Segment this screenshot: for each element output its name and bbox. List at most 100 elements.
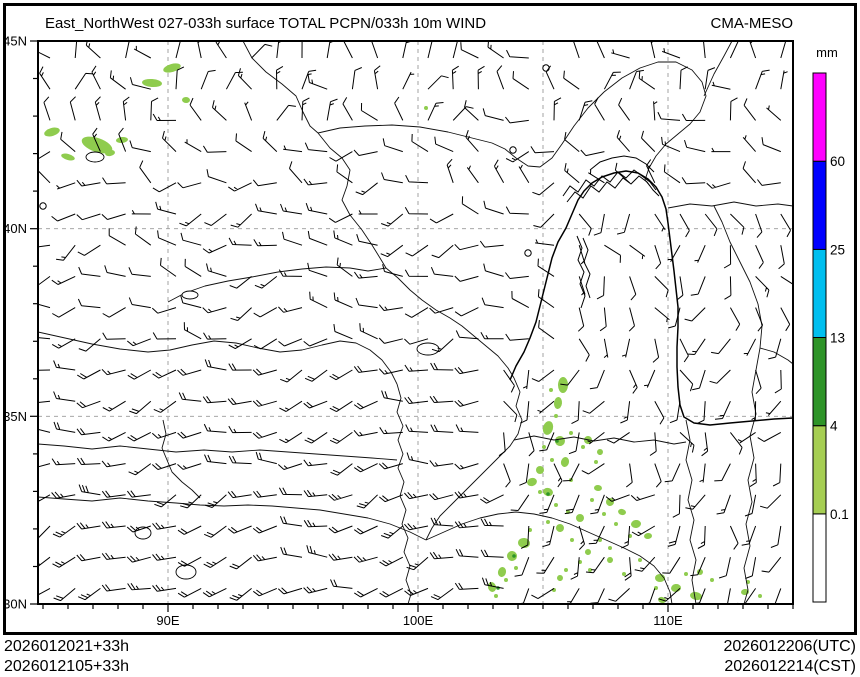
province-boundary: [317, 132, 387, 269]
colorbar-segment: [812, 513, 827, 603]
precip-dot: [608, 546, 612, 550]
precip-patch: [556, 524, 564, 532]
precip-dot: [622, 572, 626, 576]
precip-patch: [606, 498, 614, 506]
colorbar-unit-label: mm: [816, 45, 838, 60]
precip-patch: [557, 377, 569, 393]
precip-dot: [590, 498, 594, 502]
province-boundary: [713, 205, 793, 365]
lake-outline: [181, 290, 199, 300]
precip-dot: [598, 538, 602, 542]
province-boundary: [743, 347, 761, 604]
precip-patch: [182, 96, 190, 104]
precip-patch: [527, 477, 537, 487]
precip-patch: [671, 583, 681, 593]
precip-dot: [570, 538, 574, 542]
precip-patch: [142, 78, 162, 88]
precip-dot: [538, 490, 542, 494]
colorbar-tick-label: 4: [830, 419, 838, 434]
lat-axis-label: 40N: [3, 221, 27, 236]
province-boundary: [38, 331, 398, 385]
precip-patch: [116, 136, 128, 144]
init-time-line-1: 2026012021+33h: [4, 638, 129, 655]
precip-patch: [542, 421, 554, 435]
precip-patch: [644, 532, 652, 540]
precip-patch: [690, 591, 702, 601]
province-boundary: [539, 61, 707, 187]
colorbar-tick-label: 0.1: [830, 507, 849, 522]
precip-patch: [497, 567, 507, 577]
province-boundary: [38, 443, 398, 461]
precip-patch: [543, 487, 553, 497]
province-boundary: [425, 511, 673, 604]
valid-time-cst: 2026012214(CST): [724, 658, 856, 675]
precip-patch: [163, 63, 181, 73]
precip-dot: [549, 388, 553, 392]
wind-barb-layer: [38, 41, 793, 604]
precip-patch: [553, 397, 563, 409]
precip-dot: [594, 460, 598, 464]
calm-wind-circle: [509, 146, 517, 154]
precip-dot: [546, 520, 550, 524]
outer-frame: [3, 3, 857, 635]
precip-patch: [507, 551, 517, 561]
precip-dot: [514, 566, 518, 570]
precip-dot: [638, 558, 642, 562]
precip-patch: [424, 106, 428, 110]
calm-wind-circle: [524, 249, 532, 257]
precip-patch: [585, 549, 591, 555]
lake-outline: [175, 564, 197, 580]
province-boundary: [385, 267, 515, 379]
lake-outline: [416, 342, 440, 356]
precip-heavy-dot: [546, 492, 550, 496]
valid-time-utc: 2026012206(UTC): [723, 638, 856, 655]
colorbar-segment: [812, 425, 827, 515]
mountain-ridge: [589, 155, 655, 173]
province-boundary: [317, 124, 541, 168]
precip-dot: [614, 522, 618, 526]
precip-patch: [536, 466, 544, 474]
precip-patch: [607, 557, 613, 563]
precip-dot: [564, 568, 568, 572]
gridlines-layer: [38, 41, 793, 604]
province-boundary: [425, 377, 523, 541]
precip-patch: [576, 514, 584, 522]
map-frame: [37, 40, 794, 605]
lake-outline: [85, 151, 105, 163]
precip-patch: [560, 457, 570, 467]
yellow-river: [509, 170, 793, 426]
province-boundary: [167, 266, 387, 303]
precip-patch: [487, 582, 497, 592]
model-label: CMA-MESO: [711, 15, 794, 32]
calm-wind-circle: [542, 64, 550, 72]
mountain-ridge: [566, 175, 660, 203]
colorbar-segment: [812, 337, 827, 427]
colorbar: 0.1 4 13 25 60: [812, 72, 849, 603]
precip-patch: [61, 153, 75, 161]
precip-dot: [542, 445, 546, 449]
precip-dot: [758, 594, 762, 598]
precip-heavy-dot: [512, 554, 516, 558]
precip-dot: [710, 578, 714, 582]
mountain-ridge: [582, 237, 591, 299]
precip-patch: [631, 519, 641, 529]
mountain-ridge: [576, 235, 586, 309]
init-time-line-2: 2026012105+33h: [4, 658, 129, 675]
precip-dot: [602, 512, 606, 516]
lon-axis-label: 110E: [653, 613, 683, 628]
wind-barb-field: [38, 41, 793, 604]
colorbar-segment: [812, 248, 827, 338]
precip-patch: [597, 449, 603, 455]
precip-dot: [550, 458, 554, 462]
precip-dot: [494, 594, 498, 598]
colorbar-segment: [812, 160, 827, 250]
colorbar-tick-label: 25: [830, 242, 845, 257]
province-boundary: [38, 496, 427, 541]
precip-patch: [105, 149, 115, 157]
calm-wind-circle: [39, 202, 47, 210]
mountain-ridge: [562, 169, 657, 197]
lat-axis-label: 45N: [3, 34, 27, 49]
lon-axis-label: 100E: [403, 613, 434, 628]
